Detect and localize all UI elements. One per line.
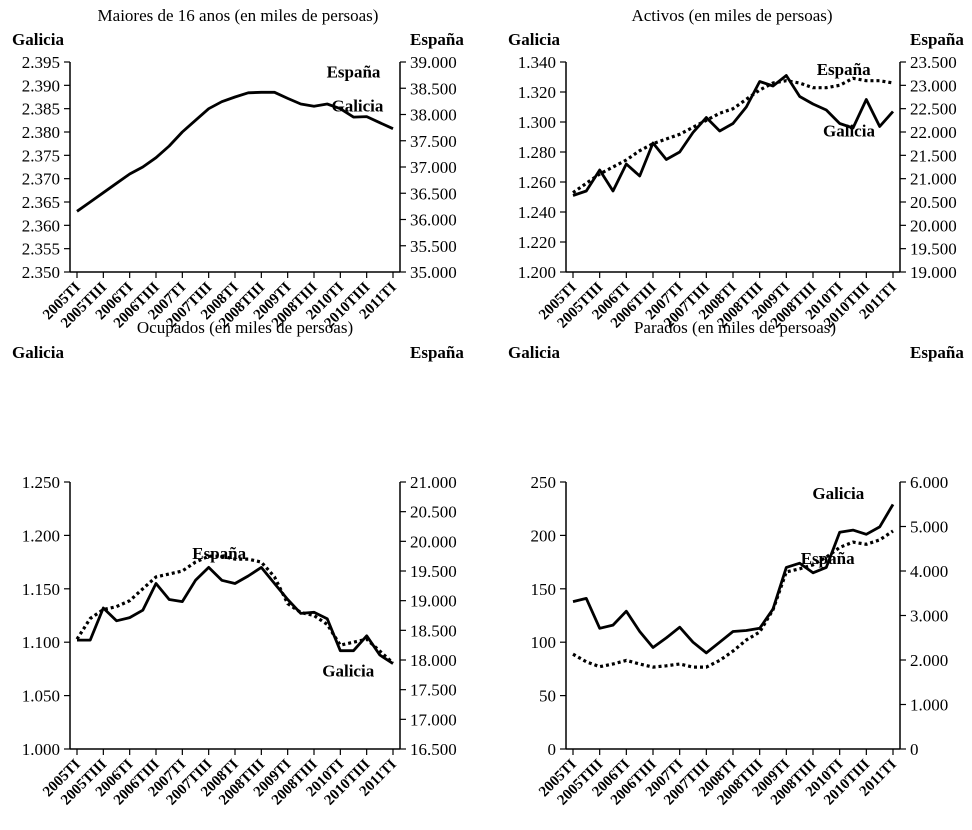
right-tick-label: 38.000 — [410, 106, 457, 125]
left-tick-label: 2.365 — [22, 193, 60, 212]
chart-title: Parados (en miles de persoas) — [634, 318, 836, 337]
left-tick-label: 1.260 — [518, 173, 556, 192]
right-tick-label: 21.000 — [410, 473, 457, 492]
series-annotation: Galicia — [331, 96, 383, 115]
left-tick-label: 2.375 — [22, 146, 60, 165]
left-tick-label: 1.280 — [518, 143, 556, 162]
series-line-galicia — [572, 74, 895, 197]
left-tick-label: 50 — [539, 687, 556, 706]
right-tick-label: 0 — [910, 740, 919, 759]
right-tick-label: 35.500 — [410, 237, 457, 256]
left-tick-label: 1.250 — [22, 473, 60, 492]
chart-panel-3: Ocupados (en miles de persoas) Galicia Esp… — [12, 318, 464, 809]
right-axis-label: España — [910, 30, 964, 49]
left-tick-label: 2.395 — [22, 53, 60, 72]
right-axis-label: España — [410, 343, 464, 362]
right-tick-label: 22.000 — [910, 123, 957, 142]
chart-title: Ocupados (en miles de persoas) — [137, 318, 353, 337]
right-tick-label: 5.000 — [910, 518, 948, 537]
right-tick-label: 3.000 — [910, 607, 948, 626]
right-tick-label: 38.500 — [410, 79, 457, 98]
right-tick-label: 18.000 — [410, 651, 457, 670]
left-tick-label: 2.380 — [22, 123, 60, 142]
left-tick-label: 1.320 — [518, 83, 556, 102]
right-tick-label: 1.000 — [910, 696, 948, 715]
series-annotation: España — [327, 62, 381, 81]
series-annotation: España — [817, 60, 871, 79]
left-tick-label: 250 — [531, 473, 557, 492]
series-line-españa — [572, 529, 894, 669]
right-tick-label: 18.500 — [410, 621, 457, 640]
left-tick-label: 100 — [531, 633, 557, 652]
right-tick-label: 21.000 — [910, 170, 957, 189]
right-tick-label: 37.500 — [410, 132, 457, 151]
left-axis-label: Galicia — [12, 30, 64, 49]
left-tick-label: 2.360 — [22, 216, 60, 235]
right-tick-label: 16.500 — [410, 740, 457, 759]
right-tick-label: 20.500 — [910, 193, 957, 212]
left-tick-label: 1.200 — [518, 263, 556, 282]
series-annotation: Galicia — [322, 661, 374, 680]
right-tick-label: 35.000 — [410, 263, 457, 282]
right-tick-label: 22.500 — [910, 100, 957, 119]
chart-panel-1: Maiores de 16 anos (en miles de persoas)… — [12, 6, 464, 332]
left-tick-label: 200 — [531, 526, 557, 545]
left-tick-label: 2.385 — [22, 100, 60, 119]
series-line-españa — [75, 554, 395, 665]
right-tick-label: 37.000 — [410, 158, 457, 177]
chart-title: Activos (en miles de persoas) — [631, 6, 832, 25]
right-tick-label: 19.500 — [910, 240, 957, 259]
right-tick-label: 20.500 — [410, 503, 457, 522]
left-axis-label: Galicia — [508, 30, 560, 49]
right-tick-label: 21.500 — [910, 146, 957, 165]
chart-panel-4: Parados (en miles de persoas) Galicia Espa… — [508, 318, 964, 809]
right-tick-label: 19.000 — [910, 263, 957, 282]
left-tick-label: 2.350 — [22, 263, 60, 282]
series-line-galicia — [572, 503, 895, 655]
series-annotation: Galicia — [823, 121, 875, 140]
right-tick-label: 36.000 — [410, 211, 457, 230]
left-tick-label: 1.050 — [22, 687, 60, 706]
right-axis-label: España — [910, 343, 964, 362]
series-line-españa — [572, 76, 894, 195]
left-tick-label: 1.220 — [518, 233, 556, 252]
right-tick-label: 19.500 — [410, 562, 457, 581]
left-axis-label: Galicia — [12, 343, 64, 362]
chart-title: Maiores de 16 anos (en miles de persoas) — [98, 6, 379, 25]
right-tick-label: 23.500 — [910, 53, 957, 72]
left-tick-label: 0 — [548, 740, 557, 759]
left-tick-label: 2.370 — [22, 170, 60, 189]
right-tick-label: 20.000 — [410, 532, 457, 551]
series-annotation: España — [192, 544, 246, 563]
right-tick-label: 39.000 — [410, 53, 457, 72]
right-tick-label: 23.000 — [910, 76, 957, 95]
right-tick-label: 17.500 — [410, 681, 457, 700]
left-tick-label: 1.240 — [518, 203, 556, 222]
left-tick-label: 1.340 — [518, 53, 556, 72]
left-tick-label: 1.200 — [22, 526, 60, 545]
right-tick-label: 17.000 — [410, 710, 457, 729]
left-axis-label: Galicia — [508, 343, 560, 362]
series-line-galicia — [77, 566, 394, 665]
left-tick-label: 2.390 — [22, 76, 60, 95]
right-tick-label: 2.000 — [910, 651, 948, 670]
left-tick-label: 1.100 — [22, 633, 60, 652]
right-tick-label: 20.000 — [910, 216, 957, 235]
chart-panel-2: Activos (en miles de persoas) Galicia Espa… — [508, 6, 964, 332]
right-tick-label: 36.500 — [410, 184, 457, 203]
right-tick-label: 19.000 — [410, 592, 457, 611]
series-line-galicia — [76, 90, 394, 213]
left-tick-label: 2.355 — [22, 240, 60, 259]
series-annotation: España — [801, 549, 855, 568]
left-tick-label: 150 — [531, 580, 557, 599]
right-tick-label: 6.000 — [910, 473, 948, 492]
left-tick-label: 1.000 — [22, 740, 60, 759]
left-tick-label: 1.150 — [22, 580, 60, 599]
series-annotation: Galicia — [812, 484, 864, 503]
left-tick-label: 1.300 — [518, 113, 556, 132]
right-tick-label: 4.000 — [910, 562, 948, 581]
right-axis-label: España — [410, 30, 464, 49]
